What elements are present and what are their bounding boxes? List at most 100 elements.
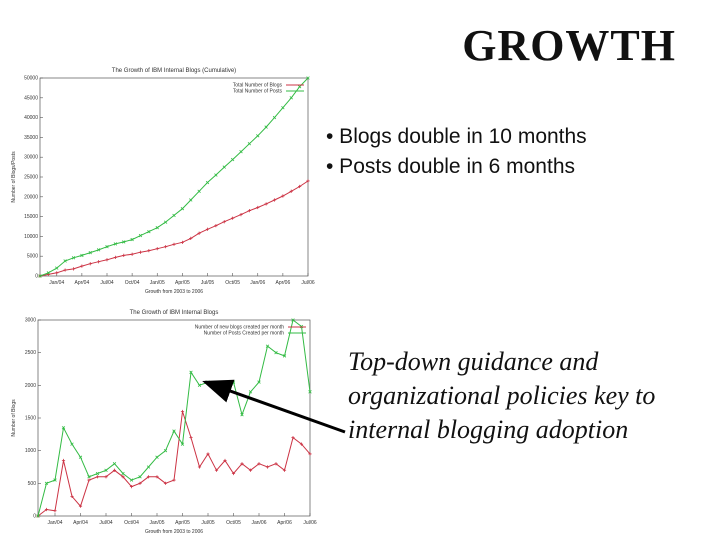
- chart1-point-2: [230, 157, 235, 162]
- chart2-point-2: [146, 465, 151, 469]
- chart1-ytick-label: 15000: [24, 214, 38, 220]
- chart2-point-1: [231, 471, 236, 476]
- chart2-point-1: [248, 468, 253, 472]
- chart2-xtick-label: Jul/06: [303, 520, 317, 526]
- chart1-point-2: [55, 266, 59, 270]
- chart2-legend-label-1: Number of new blogs created per month: [195, 325, 284, 331]
- chart2-point-1: [206, 452, 210, 456]
- chart2-point-1: [265, 465, 270, 469]
- chart2-point-2: [44, 481, 49, 486]
- chart2-xtick-label: Jul/05: [201, 520, 215, 526]
- chart1-point-1: [155, 247, 159, 251]
- chart2-point-1: [223, 458, 227, 463]
- chart1-point-1: [113, 255, 117, 259]
- chart2-point-1: [44, 507, 49, 512]
- chart2-point-2: [36, 514, 40, 518]
- chart2-point-2: [155, 455, 159, 459]
- chart2-point-2: [291, 318, 295, 322]
- chart1-point-2: [205, 180, 210, 185]
- chart1-point-1: [63, 268, 67, 272]
- chart1-xtick-label: Jan/06: [250, 280, 265, 286]
- chart1-point-2: [96, 248, 101, 252]
- chart1-point-2: [147, 229, 151, 234]
- chart2-point-1: [87, 478, 91, 482]
- chart1-point-2: [289, 96, 293, 100]
- chart2-ytick-label: 0: [33, 514, 36, 520]
- chart2-point-1: [112, 468, 117, 472]
- chart2-point-2: [121, 471, 125, 476]
- chart1-point-1: [97, 260, 101, 264]
- chart2-point-1: [78, 504, 83, 508]
- chart1-ytick-label: 10000: [24, 234, 38, 240]
- chart1-point-1: [122, 253, 126, 258]
- chart1-point-1: [222, 220, 226, 224]
- chart2-point-2: [61, 426, 66, 430]
- chart2-point-2: [180, 442, 185, 446]
- chart1-point-2: [113, 242, 118, 246]
- chart1-ytick-label: 0: [35, 274, 38, 280]
- chart1-point-1: [197, 231, 201, 235]
- chart1-ytick-label: 20000: [24, 194, 38, 200]
- chart2-point-1: [138, 481, 142, 485]
- chart1-point-1: [189, 236, 193, 240]
- chart2-point-2: [95, 471, 100, 476]
- chart2-ytick-label: 1000: [25, 448, 36, 454]
- chart2-point-1: [180, 409, 185, 414]
- chart2-point-1: [53, 509, 57, 513]
- chart1-legend-label-1: Total Number of Blogs: [233, 83, 283, 89]
- chart1-point-2: [272, 115, 277, 120]
- chart1-point-1: [88, 262, 92, 266]
- chart2-point-1: [240, 462, 244, 466]
- chart1-point-2: [256, 134, 260, 138]
- chart2-point-2: [78, 455, 83, 459]
- chart1-point-1: [172, 242, 176, 246]
- chart2-point-2: [257, 380, 261, 384]
- chart2-point-2: [265, 344, 270, 348]
- chart2-point-1: [257, 462, 261, 466]
- chart2-point-2: [138, 475, 142, 479]
- chart2-xtick-label: Jan/06: [251, 520, 266, 526]
- chart2-point-2: [197, 383, 202, 388]
- chart2-point-2: [248, 390, 253, 394]
- chart2-xtick-label: Jan/04: [47, 520, 62, 526]
- chart1-point-2: [71, 256, 76, 260]
- chart2-point-2: [240, 413, 244, 417]
- chart1-xtick-label: Jan/05: [150, 280, 165, 286]
- chart1-ytick-label: 35000: [24, 135, 38, 141]
- chart2-point-1: [121, 475, 125, 479]
- chart1-point-1: [205, 227, 210, 231]
- chart1-point-2: [172, 213, 176, 218]
- arrow-line: [202, 379, 346, 434]
- chart2-ytick-label: 1500: [25, 416, 36, 422]
- chart2-point-1: [214, 468, 219, 472]
- chart1-point-1: [272, 198, 277, 202]
- chart2-point-2: [308, 390, 312, 394]
- chart1-xtick-label: Jul/06: [301, 280, 315, 286]
- monthly-growth-chart: The Growth of IBM Internal Blogs 0 500 1000…: [11, 310, 317, 535]
- chart2-point-1: [61, 458, 66, 463]
- chart1-point-1: [289, 189, 293, 193]
- chart2-point-1: [129, 485, 134, 489]
- chart1-point-2: [80, 253, 84, 258]
- chart1-point-2: [189, 198, 193, 202]
- chart1-xtick-label: Apr/06: [276, 280, 291, 286]
- chart1-xtick-label: Jul/04: [100, 280, 114, 286]
- chart1-point-1: [298, 184, 302, 189]
- chart2-point-2: [274, 350, 278, 355]
- chart2-xlabel: Growth from 2003 to 2006: [145, 529, 203, 535]
- chart1-point-2: [88, 250, 92, 255]
- chart2-point-1: [155, 475, 159, 479]
- chart2-point-2: [53, 478, 57, 482]
- chart2-point-2: [70, 442, 74, 446]
- chart1-xtick-label: Apr/05: [175, 280, 190, 286]
- chart1-point-1: [180, 240, 184, 244]
- chart2-xtick-label: Apr/05: [175, 520, 190, 526]
- chart2-point-2: [189, 370, 193, 374]
- chart1-point-1: [105, 258, 109, 262]
- chart1-point-2: [38, 274, 42, 278]
- chart2-title: The Growth of IBM Internal Blogs: [130, 310, 219, 316]
- chart1-xlabel: Growth from 2003 to 2006: [145, 289, 203, 295]
- chart1-ytick-label: 25000: [24, 175, 38, 181]
- chart2-xtick-label: Apr/04: [73, 520, 88, 526]
- chart1-point-2: [306, 76, 310, 80]
